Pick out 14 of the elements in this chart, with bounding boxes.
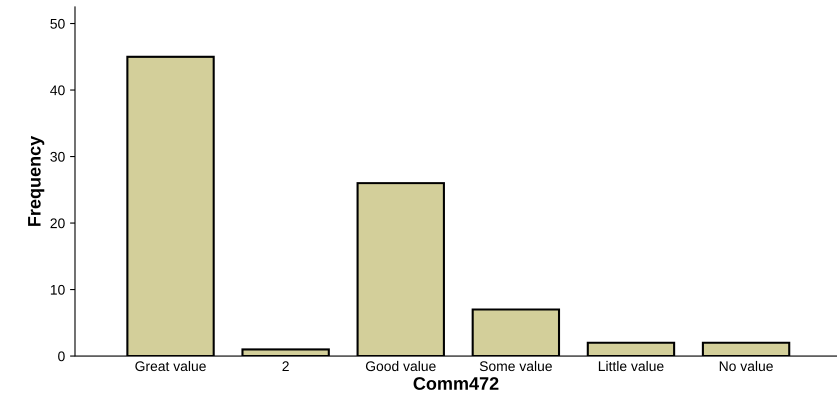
x-tick-label: No value	[720, 360, 773, 372]
y-tick-label: 10	[50, 284, 65, 295]
y-tick-label: 0	[58, 351, 65, 362]
y-tick-label: 30	[50, 152, 65, 162]
x-tick-label: Some value	[480, 360, 552, 372]
y-tick-label: 40	[50, 85, 65, 96]
y-tick-label: 20	[50, 218, 65, 228]
x-tick-label: Great value	[135, 360, 206, 372]
x-axis-title: Comm472	[414, 377, 498, 390]
x-tick-label: Little value	[598, 360, 664, 372]
y-axis-title: Frequency	[28, 136, 44, 226]
x-tick-label: Good value	[366, 360, 436, 372]
x-tick-label: 2	[282, 361, 289, 371]
y-tick-label: 50	[50, 18, 65, 29]
